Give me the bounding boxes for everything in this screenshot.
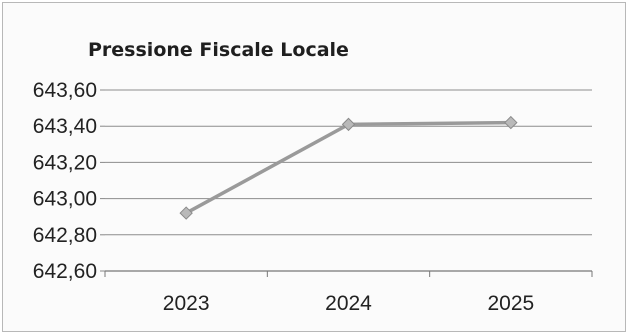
y-tick-label: 643,20 [33,151,97,174]
x-tick-label: 2024 [325,292,372,315]
y-tick-label: 643,60 [33,79,97,102]
y-tick-label: 642,60 [33,260,97,283]
y-tick-label: 643,40 [33,115,97,138]
series-line [180,117,517,220]
series-line-path [186,123,511,214]
y-tick-label: 643,00 [33,188,97,211]
data-point-marker [505,117,517,129]
x-tick-label: 2023 [163,292,210,315]
y-axis-ticks: 642,60 642,80 643,00 643,20 643,40 643,60 [33,79,97,283]
x-axis: 2023 2024 2025 [105,271,592,315]
x-tick-label: 2025 [487,292,534,315]
grid-lines [100,90,592,271]
chart-title: Pressione Fiscale Locale [88,39,349,61]
y-tick-label: 642,80 [33,224,97,247]
